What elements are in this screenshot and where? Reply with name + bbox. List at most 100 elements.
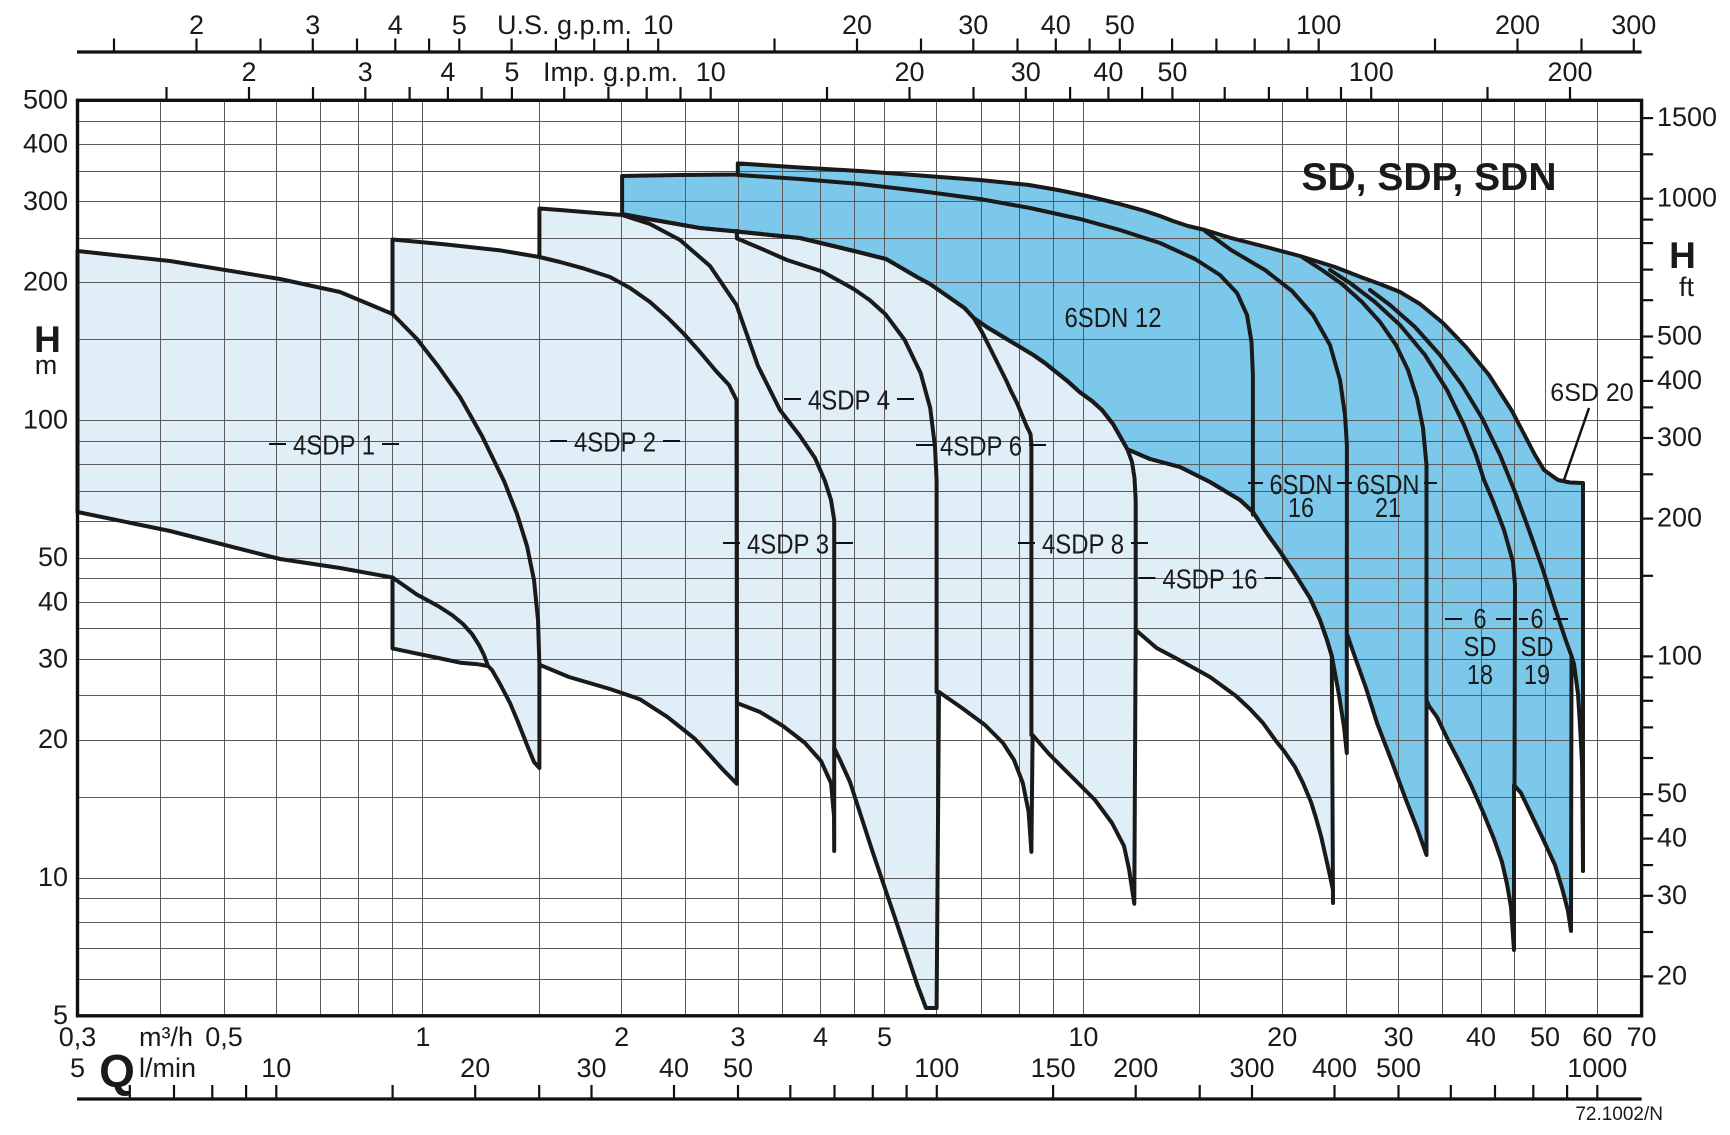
svg-text:40: 40 — [1041, 10, 1071, 40]
svg-text:1: 1 — [415, 1022, 430, 1052]
svg-text:20: 20 — [460, 1053, 490, 1083]
svg-text:500: 500 — [1376, 1053, 1421, 1083]
svg-text:0,3: 0,3 — [59, 1022, 97, 1052]
svg-text:m³/h: m³/h — [139, 1022, 193, 1052]
svg-text:4: 4 — [440, 57, 455, 87]
svg-text:30: 30 — [1657, 880, 1687, 910]
svg-text:500: 500 — [1657, 321, 1702, 351]
svg-text:4: 4 — [813, 1022, 828, 1052]
svg-text:5: 5 — [877, 1022, 892, 1052]
svg-text:50: 50 — [38, 542, 68, 572]
svg-text:l/min: l/min — [139, 1053, 196, 1083]
svg-text:5: 5 — [53, 1000, 68, 1030]
svg-text:200: 200 — [1113, 1053, 1158, 1083]
svg-text:4: 4 — [388, 10, 403, 40]
svg-text:H: H — [1669, 235, 1696, 276]
svg-text:200: 200 — [1657, 503, 1702, 533]
svg-text:50: 50 — [1157, 57, 1187, 87]
svg-text:6: 6 — [1474, 603, 1487, 634]
svg-text:SD: SD — [1521, 631, 1554, 662]
svg-text:200: 200 — [1495, 10, 1540, 40]
svg-text:30: 30 — [958, 10, 988, 40]
svg-text:6SDN: 6SDN — [1357, 469, 1420, 500]
svg-text:50: 50 — [1657, 778, 1687, 808]
svg-text:U.S. g.p.m.: U.S. g.p.m. — [497, 10, 632, 40]
svg-text:6SDN 12: 6SDN 12 — [1065, 302, 1162, 333]
svg-text:40: 40 — [659, 1053, 689, 1083]
svg-text:4SDP 16: 4SDP 16 — [1163, 564, 1258, 595]
svg-text:5: 5 — [452, 10, 467, 40]
svg-text:60: 60 — [1582, 1022, 1612, 1052]
svg-text:3: 3 — [730, 1022, 745, 1052]
svg-text:150: 150 — [1031, 1053, 1076, 1083]
svg-text:300: 300 — [1229, 1053, 1274, 1083]
svg-text:10: 10 — [38, 862, 68, 892]
svg-text:21: 21 — [1375, 492, 1401, 523]
svg-text:300: 300 — [23, 186, 68, 216]
svg-text:40: 40 — [1657, 823, 1687, 853]
svg-text:3: 3 — [358, 57, 373, 87]
svg-text:20: 20 — [38, 724, 68, 754]
svg-text:2: 2 — [614, 1022, 629, 1052]
svg-text:72.1002/N: 72.1002/N — [1575, 1104, 1663, 1125]
svg-text:400: 400 — [1312, 1053, 1357, 1083]
svg-text:200: 200 — [1547, 57, 1592, 87]
svg-text:19: 19 — [1524, 659, 1550, 690]
svg-text:4SDP 1: 4SDP 1 — [293, 430, 375, 461]
svg-text:20: 20 — [894, 57, 924, 87]
svg-text:4SDP 6: 4SDP 6 — [940, 431, 1022, 462]
svg-text:40: 40 — [38, 586, 68, 616]
svg-text:30: 30 — [1011, 57, 1041, 87]
svg-text:4SDP 2: 4SDP 2 — [574, 427, 656, 458]
svg-text:100: 100 — [914, 1053, 959, 1083]
svg-text:30: 30 — [38, 644, 68, 674]
svg-text:200: 200 — [23, 267, 68, 297]
svg-text:10: 10 — [261, 1053, 291, 1083]
svg-text:100: 100 — [1349, 57, 1394, 87]
svg-text:m: m — [35, 350, 58, 380]
svg-text:18: 18 — [1467, 659, 1493, 690]
svg-text:6: 6 — [1531, 603, 1544, 634]
svg-text:400: 400 — [23, 129, 68, 159]
svg-text:10: 10 — [643, 10, 673, 40]
svg-text:Imp. g.p.m.: Imp. g.p.m. — [543, 57, 678, 87]
svg-text:40: 40 — [1093, 57, 1123, 87]
svg-text:1500: 1500 — [1657, 102, 1717, 132]
svg-text:20: 20 — [842, 10, 872, 40]
svg-text:100: 100 — [1657, 640, 1702, 670]
svg-text:4SDP 4: 4SDP 4 — [808, 385, 890, 416]
svg-text:400: 400 — [1657, 365, 1702, 395]
svg-text:ft: ft — [1679, 272, 1695, 302]
svg-text:5: 5 — [70, 1053, 85, 1083]
svg-text:4SDP 8: 4SDP 8 — [1042, 529, 1124, 560]
svg-text:4SDP 3: 4SDP 3 — [747, 529, 829, 560]
svg-text:70: 70 — [1626, 1022, 1656, 1052]
svg-text:300: 300 — [1611, 10, 1656, 40]
svg-text:100: 100 — [23, 404, 68, 434]
svg-text:40: 40 — [1466, 1022, 1496, 1052]
svg-text:6SD 20: 6SD 20 — [1550, 379, 1633, 407]
svg-text:10: 10 — [1068, 1022, 1098, 1052]
svg-text:30: 30 — [1383, 1022, 1413, 1052]
svg-text:2: 2 — [241, 57, 256, 87]
svg-text:5: 5 — [504, 57, 519, 87]
svg-text:50: 50 — [1105, 10, 1135, 40]
svg-text:16: 16 — [1288, 492, 1314, 523]
svg-text:500: 500 — [23, 84, 68, 114]
svg-text:20: 20 — [1657, 960, 1687, 990]
svg-text:2: 2 — [189, 10, 204, 40]
svg-text:3: 3 — [305, 10, 320, 40]
svg-text:H: H — [34, 319, 61, 360]
svg-text:20: 20 — [1267, 1022, 1297, 1052]
svg-text:30: 30 — [576, 1053, 606, 1083]
svg-text:300: 300 — [1657, 422, 1702, 452]
svg-text:50: 50 — [723, 1053, 753, 1083]
svg-text:1000: 1000 — [1567, 1053, 1627, 1083]
svg-text:SD, SDP, SDN: SD, SDP, SDN — [1301, 156, 1556, 199]
svg-text:SD: SD — [1464, 631, 1497, 662]
svg-text:1000: 1000 — [1657, 183, 1717, 213]
svg-text:6SDN: 6SDN — [1270, 469, 1333, 500]
svg-text:50: 50 — [1530, 1022, 1560, 1052]
svg-text:0,5: 0,5 — [205, 1022, 243, 1052]
svg-text:100: 100 — [1296, 10, 1341, 40]
